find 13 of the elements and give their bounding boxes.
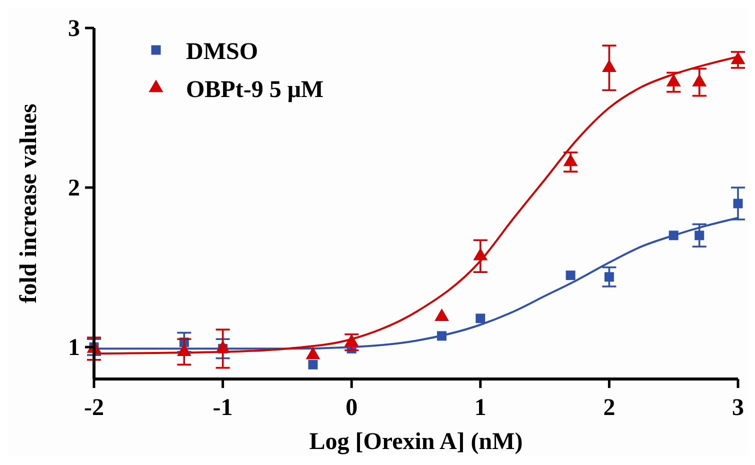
x-axis-title: Log [Orexin A] (nM) <box>309 429 523 455</box>
x-tick-label: 1 <box>474 395 486 421</box>
x-tick-label: 0 <box>346 395 358 421</box>
x-tick-label: -2 <box>84 395 104 421</box>
legend-label: OBPt-9 5 μM <box>186 77 324 103</box>
y-tick-label: 2 <box>68 176 80 202</box>
x-tick-label: 3 <box>732 395 744 421</box>
x-tick-label: -1 <box>212 395 233 421</box>
y-axis-title: fold increase values <box>16 104 42 304</box>
y-tick-label: 1 <box>68 335 80 362</box>
x-tick-label: 2 <box>603 395 616 421</box>
y-tick-label: 3 <box>68 16 80 42</box>
legend-label: DMSO <box>186 39 258 65</box>
